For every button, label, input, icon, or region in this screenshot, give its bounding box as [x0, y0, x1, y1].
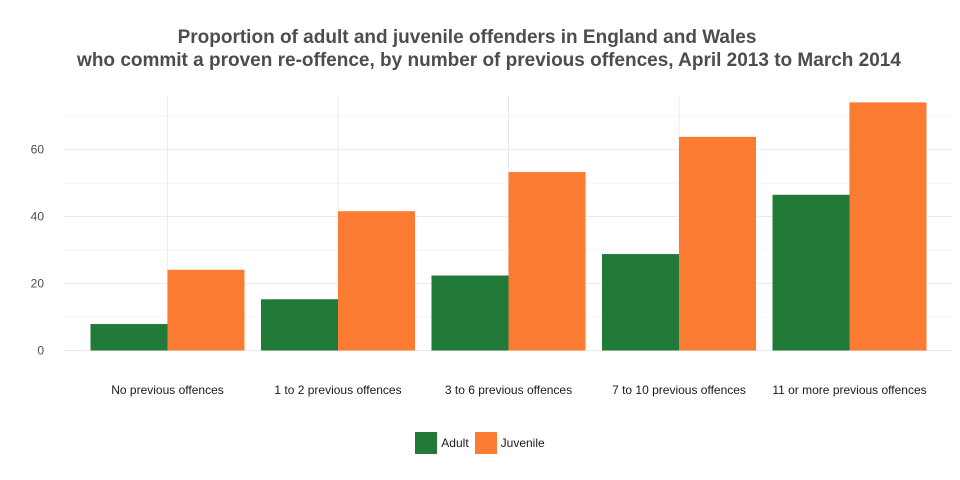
- x-tick-label: 11 or more previous offences: [772, 383, 926, 397]
- y-tick-label: 40: [31, 210, 45, 224]
- legend-item-adult: Adult: [415, 432, 469, 454]
- x-tick-label: 7 to 10 previous offences: [612, 383, 746, 397]
- legend-swatch-juvenile: [474, 432, 497, 454]
- bar-juvenile-1: [338, 211, 415, 351]
- legend-item-juvenile: Juvenile: [474, 432, 545, 454]
- bar-juvenile-4: [849, 102, 927, 351]
- x-tick-label: 1 to 2 previous offences: [274, 383, 401, 397]
- y-axis: 0 20 40 60: [31, 143, 45, 358]
- bar-juvenile-3: [679, 136, 756, 351]
- bars: [90, 102, 927, 351]
- y-tick-label: 20: [31, 277, 45, 291]
- y-tick-label: 60: [31, 143, 45, 157]
- x-tick-label: 3 to 6 previous offences: [445, 383, 572, 397]
- bar-adult-2: [431, 275, 509, 351]
- legend: Adult Juvenile: [0, 432, 960, 454]
- chart-title-line-2: who commit a proven re-offence, by numbe…: [77, 50, 901, 71]
- bar-juvenile-2: [508, 172, 586, 351]
- bar-chart: 0 20 40 60 No previous offences 1 to 2 previ…: [31, 96, 952, 397]
- bar-adult-4: [772, 194, 850, 351]
- chart-title: Proportion of adult and juvenile offende…: [0, 26, 960, 72]
- x-axis: No previous offences 1 to 2 previous offe…: [111, 383, 926, 397]
- chart-title-line-1: Proportion of adult and juvenile offende…: [177, 27, 757, 48]
- y-tick-label: 0: [37, 344, 44, 358]
- bar-adult-3: [602, 254, 679, 351]
- legend-label-juvenile: Juvenile: [500, 436, 545, 450]
- bar-juvenile-0: [167, 269, 245, 351]
- legend-label-adult: Adult: [441, 436, 469, 450]
- legend-swatch-adult: [415, 432, 438, 454]
- x-tick-label: No previous offences: [111, 383, 224, 397]
- bar-adult-1: [261, 299, 338, 351]
- bar-adult-0: [90, 324, 168, 351]
